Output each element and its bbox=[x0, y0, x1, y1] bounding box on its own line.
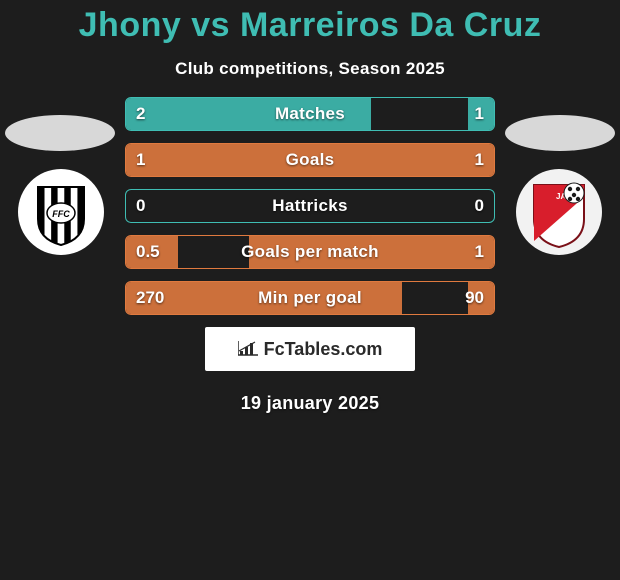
stat-value-left: 0.5 bbox=[126, 242, 186, 262]
stat-value-left: 1 bbox=[126, 150, 186, 170]
stat-label: Matches bbox=[186, 104, 434, 124]
stat-row: 1Goals1 bbox=[125, 143, 495, 177]
stat-value-left: 2 bbox=[126, 104, 186, 124]
source-logo: FcTables.com bbox=[205, 327, 415, 371]
bar-chart-icon bbox=[238, 341, 258, 357]
stat-row: 0Hattricks0 bbox=[125, 189, 495, 223]
page-title: Jhony vs Marreiros Da Cruz bbox=[0, 0, 620, 45]
stat-label: Min per goal bbox=[186, 288, 434, 308]
stat-value-left: 270 bbox=[126, 288, 186, 308]
stat-row: 270Min per goal90 bbox=[125, 281, 495, 315]
stat-label: Goals per match bbox=[186, 242, 434, 262]
club-badge-right: ЈАВОР bbox=[516, 169, 602, 255]
stat-row: 0.5Goals per match1 bbox=[125, 235, 495, 269]
stats-table: 2Matches11Goals10Hattricks00.5Goals per … bbox=[125, 97, 495, 315]
svg-text:FFC: FFC bbox=[52, 209, 70, 219]
comparison-panel: FFC ЈАВОР 2Matches11Goals10Hattricks00.5… bbox=[0, 97, 620, 414]
club-badge-left: FFC bbox=[18, 169, 104, 255]
stat-label: Hattricks bbox=[186, 196, 434, 216]
stat-label: Goals bbox=[186, 150, 434, 170]
country-flag-right bbox=[505, 115, 615, 151]
stat-row: 2Matches1 bbox=[125, 97, 495, 131]
stat-value-right: 1 bbox=[434, 104, 494, 124]
stat-value-right: 1 bbox=[434, 150, 494, 170]
stat-value-right: 1 bbox=[434, 242, 494, 262]
subtitle: Club competitions, Season 2025 bbox=[0, 59, 620, 79]
country-flag-left bbox=[5, 115, 115, 151]
stat-value-right: 0 bbox=[434, 196, 494, 216]
date-label: 19 january 2025 bbox=[0, 393, 620, 414]
stat-value-right: 90 bbox=[434, 288, 494, 308]
stat-value-left: 0 bbox=[126, 196, 186, 216]
source-logo-text: FcTables.com bbox=[264, 339, 383, 360]
